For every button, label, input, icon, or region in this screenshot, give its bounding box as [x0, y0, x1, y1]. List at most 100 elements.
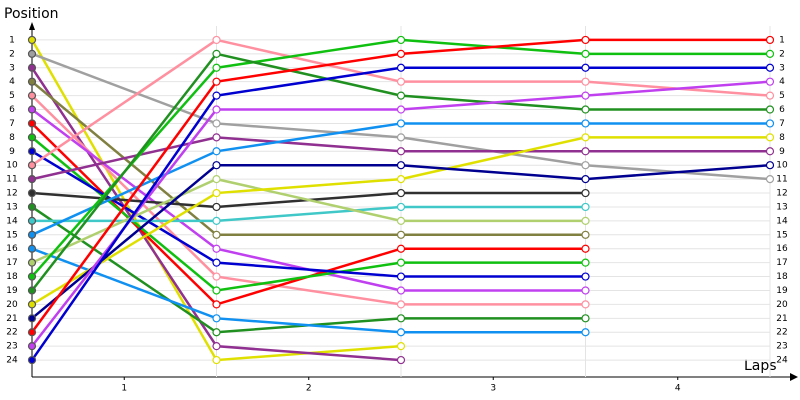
point [27, 35, 37, 45]
y-tick-label: 9 [9, 147, 15, 157]
point [212, 314, 221, 323]
series-line [31, 80, 586, 237]
series-line [31, 94, 586, 306]
point [27, 202, 37, 212]
point [27, 342, 37, 351]
point [212, 161, 221, 170]
y-tick-label-right: 3 [779, 63, 785, 73]
y-tick-label-right: 17 [776, 258, 787, 268]
y-tick-label: 21 [6, 314, 17, 324]
y-tick-label-right: 7 [779, 119, 785, 129]
point [765, 161, 775, 170]
x-axis-label: Laps [744, 358, 777, 374]
point [581, 244, 590, 253]
point [27, 314, 37, 323]
point [581, 230, 590, 239]
point [765, 147, 775, 156]
point [581, 314, 590, 323]
point [27, 63, 37, 72]
y-tick-label: 1 [9, 35, 15, 45]
point [765, 133, 775, 142]
point [581, 216, 590, 225]
point [581, 77, 590, 86]
point [581, 272, 590, 281]
point [581, 91, 590, 100]
y-tick-label: 10 [6, 161, 18, 171]
y-tick-label-right: 12 [776, 189, 787, 199]
y-tick-label: 24 [6, 356, 18, 366]
y-tick-label-right: 5 [779, 91, 785, 101]
point [212, 216, 221, 225]
y-tick-label: 20 [6, 300, 18, 310]
point [765, 91, 775, 100]
y-tick-label-right: 13 [776, 202, 787, 212]
y-axis-arrow [29, 22, 35, 30]
point [212, 202, 221, 212]
point [212, 77, 221, 86]
point [27, 91, 37, 100]
y-tick-label: 15 [6, 230, 17, 240]
y-tick-label: 7 [9, 119, 15, 129]
point [212, 342, 221, 351]
y-tick-label: 16 [6, 244, 18, 254]
x-tick-label: 4 [675, 384, 681, 394]
point [396, 35, 406, 45]
point [581, 49, 590, 58]
point [212, 355, 221, 365]
point [581, 161, 590, 170]
point [396, 91, 406, 100]
point [212, 91, 221, 100]
y-tick-label: 5 [9, 91, 15, 101]
point [765, 77, 775, 86]
point [396, 328, 406, 337]
point [581, 147, 590, 156]
point [396, 161, 406, 170]
y-tick-label: 2 [9, 49, 15, 59]
point [212, 300, 221, 309]
point [27, 286, 37, 295]
y-tick-label-right: 16 [776, 244, 788, 254]
point [212, 49, 221, 58]
x-tick-label: 2 [306, 384, 312, 394]
point [27, 272, 37, 281]
y-tick-label: 18 [6, 272, 18, 282]
x-tick-label: 3 [490, 384, 496, 394]
point [581, 133, 590, 142]
point [396, 188, 406, 198]
y-tick-label-right: 19 [776, 286, 788, 296]
point [581, 188, 590, 198]
point [27, 258, 37, 267]
point [212, 133, 221, 142]
y-tick-label-right: 20 [776, 300, 788, 310]
point [212, 328, 221, 337]
y-tick-label: 17 [6, 258, 17, 268]
y-tick-label-right: 4 [779, 77, 785, 87]
point [212, 35, 221, 45]
y-tick-label-right: 6 [779, 105, 785, 115]
point [581, 119, 590, 128]
point [27, 188, 37, 198]
point [581, 286, 590, 295]
point [212, 105, 221, 114]
point [27, 244, 37, 253]
point [396, 77, 406, 86]
point [27, 77, 37, 86]
point [396, 49, 406, 58]
point [212, 147, 221, 156]
point [581, 63, 590, 72]
y-tick-label: 14 [6, 216, 18, 226]
point [27, 119, 37, 128]
point [27, 328, 37, 337]
y-tick-label: 3 [9, 63, 15, 73]
series-line [31, 247, 586, 334]
x-axis-arrow [790, 373, 798, 381]
point [396, 272, 406, 281]
point [581, 258, 590, 267]
y-tick-label: 23 [6, 342, 17, 352]
point [396, 258, 406, 267]
x-tick-label: 1 [121, 384, 127, 394]
point [27, 105, 37, 114]
point [581, 175, 590, 184]
y-tick-label-right: 11 [776, 175, 787, 185]
